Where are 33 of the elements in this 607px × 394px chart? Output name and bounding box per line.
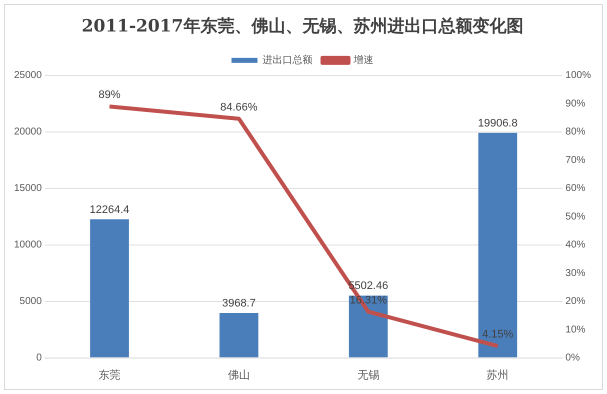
chart-title: 2011-2017年东莞、佛山、无锡、苏州进出口总额变化图	[82, 16, 524, 37]
x-tick-label: 无锡	[357, 369, 380, 382]
bar	[90, 219, 129, 358]
y-tick-label: 0	[36, 352, 42, 364]
y-tick-label: 25000	[14, 70, 42, 82]
x-tick-label: 苏州	[486, 368, 509, 382]
x-tick-label: 佛山	[228, 368, 250, 382]
y2-tick-label: 0%	[565, 352, 580, 364]
data-label: 3968.7	[222, 298, 256, 310]
data-label: 19906.8	[478, 117, 518, 130]
y2-tick-label: 10%	[565, 324, 586, 336]
y-tick-label: 20000	[14, 126, 42, 138]
data-label: 4.15%	[482, 328, 514, 341]
legend-label: 增速	[352, 54, 374, 66]
legend-label: 进出口总额	[262, 54, 312, 66]
y2-tick-label: 30%	[565, 268, 586, 279]
x-tick-label: 东莞	[98, 368, 121, 382]
y2-tick-label: 40%	[565, 240, 586, 251]
y2-tick-label: 20%	[565, 296, 586, 308]
bar	[478, 132, 518, 358]
y2-tick-label: 80%	[565, 126, 586, 138]
data-label: 12264.4	[90, 204, 130, 216]
y-tick-label: 5000	[20, 296, 42, 308]
data-label: 89%	[98, 88, 121, 101]
bar	[220, 312, 258, 358]
y2-tick-label: 70%	[565, 154, 586, 166]
y-tick-label: 15000	[14, 183, 42, 194]
y-tick-label: 10000	[14, 240, 42, 251]
y2-tick-label: 90%	[565, 98, 586, 110]
y2-tick-label: 60%	[565, 183, 586, 194]
data-label: 84.66%	[220, 101, 258, 114]
y2-tick-label: 100%	[565, 70, 592, 82]
y2-tick-label: 50%	[565, 211, 586, 222]
